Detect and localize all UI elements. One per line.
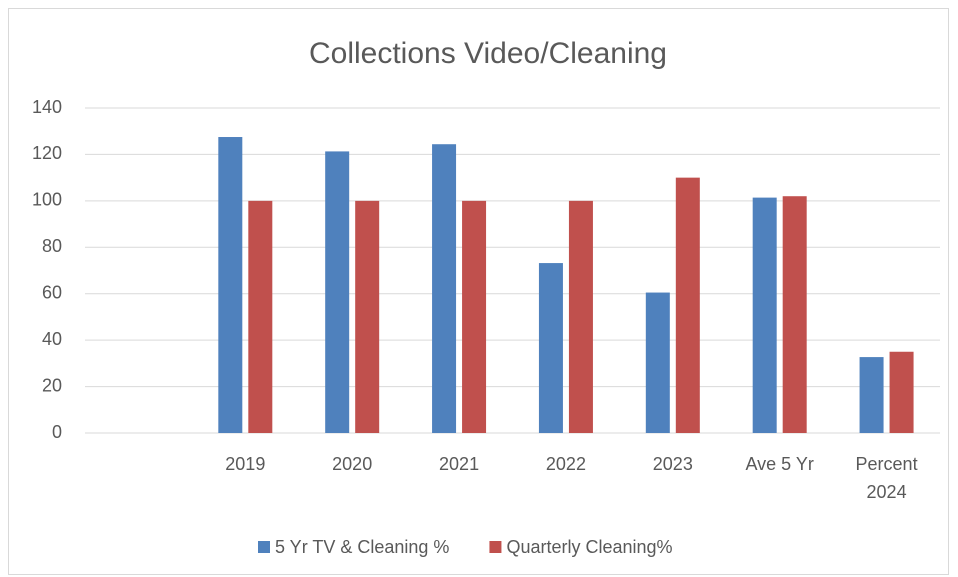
x-tick-label: 2022 [546,454,586,474]
bar [782,196,807,433]
x-tick-label: 2023 [653,454,693,474]
y-tick-label: 100 [32,190,62,210]
x-tick-label: Percent 2024 [856,454,918,502]
x-tick-label: 2020 [332,454,372,474]
bar [645,292,670,433]
x-tick-label: Ave 5 Yr [745,454,813,474]
legend-label: 5 Yr TV & Cleaning % [275,537,449,557]
y-tick-label: 140 [32,97,62,117]
x-tick-label: 2021 [439,454,479,474]
legend-swatch [258,541,270,553]
x-tick-label-line: 2024 [867,482,907,502]
bar [538,263,563,433]
bar [675,177,700,433]
x-tick-label: 2019 [225,454,265,474]
legend-label: Quarterly Cleaning% [506,537,672,557]
bar [432,144,457,433]
bar [859,357,884,433]
bar [355,200,380,433]
bar [462,200,487,433]
bar [325,151,350,434]
y-tick-label: 20 [42,375,62,395]
bar [889,351,914,433]
bar [752,197,777,433]
y-tick-label: 120 [32,143,62,163]
bar [248,200,273,433]
legend-swatch [489,541,502,553]
bar [218,137,243,433]
legend: 5 Yr TV & Cleaning % Quarterly Cleaning% [258,537,673,557]
bar [568,200,593,433]
x-tick-label-line: Percent [856,454,918,474]
y-tick-label: 40 [42,329,62,349]
y-tick-label: 60 [42,282,62,302]
chart-title: Collections Video/Cleaning [309,37,667,70]
y-tick-label: 0 [52,422,62,442]
y-tick-label: 80 [42,236,62,256]
